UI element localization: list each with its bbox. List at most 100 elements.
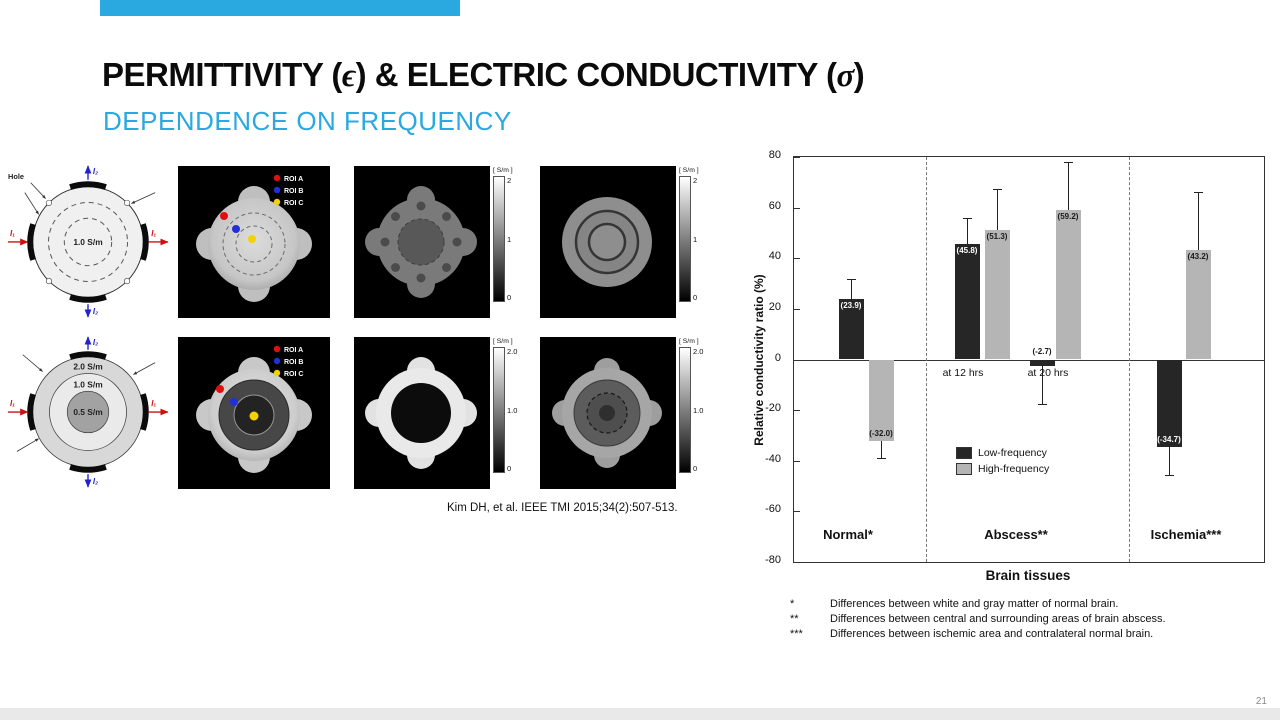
bar-value-label: (23.9): [840, 301, 862, 310]
category-label: Ischemia***: [1150, 527, 1222, 542]
error-cap: [877, 458, 886, 460]
conductivity-map-low-row2: [ S/m ] 2.0 1.0 0: [354, 337, 523, 489]
bar-value-label: (45.8): [956, 245, 978, 255]
electrode-top: [69, 351, 107, 360]
footnote-text: Differences between white and gray matte…: [830, 598, 1119, 610]
pointer-arrow: [16, 438, 39, 452]
conductivity-map-high-row2: [ S/m ] 2.0 1.0 0: [540, 337, 709, 489]
current2-label: I₂: [93, 167, 98, 176]
phantom-inner-compartment: [66, 390, 110, 434]
bar-ischemia-high: [1185, 250, 1211, 360]
roi-c-dot: [248, 235, 256, 243]
y-tick-mark: [794, 258, 800, 260]
page-number: 21: [1255, 696, 1267, 707]
roi-map-svg: ROI A ROI B ROI C: [196, 174, 312, 302]
error-whisker: [1068, 161, 1069, 210]
legend-roi-b-dot: [273, 186, 281, 194]
legend-roi-b-dot: [273, 357, 281, 365]
hole-label: Hole: [8, 172, 24, 181]
hole-pointer-arrow: [131, 192, 156, 204]
roi-c-dot: [249, 411, 259, 421]
phantom-schematic-row2-svg: I₁ I₁ I₂ I₂ 2.0 S/m 1.0 S/m 0.5 S/m: [8, 336, 169, 488]
group-separator: [1129, 157, 1130, 562]
colorbar-tick: 2.0: [507, 347, 518, 356]
y-tick-label: 80: [768, 149, 781, 161]
colorbar-tick: 0: [693, 293, 698, 302]
subgroup-label: at 12 hrs: [942, 366, 984, 379]
footnote-marker: **: [790, 613, 799, 625]
electrode-top: [69, 181, 107, 190]
conductivity-map-svg: [562, 197, 652, 287]
phantom-schematic-row2: I₁ I₁ I₂ I₂ 2.0 S/m 1.0 S/m 0.5 S/m: [5, 335, 171, 491]
title-text-2: ) & ELECTRIC CONDUCTIVITY (: [355, 56, 837, 93]
electrode-right: [140, 223, 149, 261]
electrode-bottom: [69, 464, 107, 473]
sigma-symbol: σ: [836, 58, 855, 94]
y-tick-mark: [794, 460, 800, 462]
pointer-arrow: [22, 354, 43, 372]
error-cap: [963, 218, 972, 220]
conductivity-map-high-row1: [ S/m ] 2 1 0: [540, 166, 709, 318]
current1-label: I₁: [151, 229, 156, 238]
current1-label: I₁: [151, 399, 156, 408]
y-tick-mark: [794, 562, 800, 563]
colorbar-unit: [ S/m ]: [493, 167, 513, 174]
roi-a-dot: [216, 385, 224, 393]
conductivity-map-svg: [552, 358, 662, 468]
legend-roi-c-dot: [273, 198, 281, 206]
error-whisker: [967, 218, 968, 244]
footnote: *** Differences between ischemic area an…: [790, 628, 1280, 640]
mri-image: [354, 337, 490, 489]
bar-value-label: (-32.0): [869, 428, 893, 438]
y-tick-label: -80: [765, 554, 781, 566]
footer-strip: [0, 708, 1280, 720]
legend-roi-a-label: ROI A: [284, 176, 303, 183]
colorbar-tick: 1: [507, 234, 512, 244]
y-tick-label: 0: [774, 351, 781, 364]
colorbar-tick: 1.0: [507, 405, 518, 415]
bar-abscess-at-20-hrs-high: [1055, 209, 1081, 360]
bar-value-label: (-2.7): [1032, 346, 1052, 356]
error-cap: [1038, 404, 1047, 406]
colorbar-tick: 0: [693, 464, 698, 473]
y-tick-label: 60: [768, 199, 781, 212]
title-text-1: PERMITTIVITY (: [102, 56, 342, 93]
colorbar: [ S/m ] 2 1 0: [493, 166, 523, 318]
electrode-right: [140, 393, 149, 431]
legend-roi-a-label: ROI A: [284, 347, 303, 354]
page-subtitle: DEPENDENCE ON FREQUENCY: [103, 106, 512, 136]
roi-map-svg: ROI A ROI B ROI C: [196, 345, 312, 473]
citation: Kim DH, et al. IEEE TMI 2015;34(2):507-5…: [447, 502, 678, 514]
colorbar: [ S/m ] 2.0 1.0 0: [679, 337, 709, 489]
bar-normal-low: [838, 299, 864, 360]
category-label: Abscess**: [984, 527, 1048, 542]
epsilon-symbol: ϵ: [341, 58, 356, 94]
group-separator: [926, 157, 927, 562]
y-tick-mark: [794, 157, 800, 158]
x-axis-label: Brain tissues: [985, 568, 1071, 583]
zero-axis-line: [794, 359, 1264, 361]
hole-mark: [124, 199, 131, 206]
error-whisker: [1169, 447, 1170, 476]
phantom-roi-image-row2: ROI A ROI B ROI C: [178, 337, 330, 489]
footnote-text: Differences between ischemic area and co…: [830, 628, 1154, 640]
legend-roi-b-label: ROI B: [284, 359, 303, 366]
y-tick-label: -20: [765, 402, 781, 415]
error-cap: [1165, 475, 1174, 477]
category-label: Normal*: [823, 527, 873, 542]
pointer-arrow: [133, 362, 156, 375]
hole-pointer-arrow: [30, 182, 46, 199]
bar-value-label: (43.2): [1187, 252, 1209, 262]
error-cap: [847, 278, 856, 280]
bar-value-label: (51.3): [986, 231, 1008, 241]
electrode-left: [27, 393, 36, 431]
error-cap: [1194, 191, 1203, 193]
footnote: * Differences between white and gray mat…: [790, 598, 1280, 610]
current2-label: I₂: [93, 307, 98, 316]
colorbar-tick: 2: [693, 176, 698, 185]
colorbar-tick: 1.0: [693, 405, 704, 415]
roi-b-dot: [232, 225, 240, 233]
y-tick-label: 20: [768, 300, 781, 313]
subgroup-label: at 20 hrs: [1027, 366, 1069, 379]
y-tick-mark: [794, 410, 800, 412]
